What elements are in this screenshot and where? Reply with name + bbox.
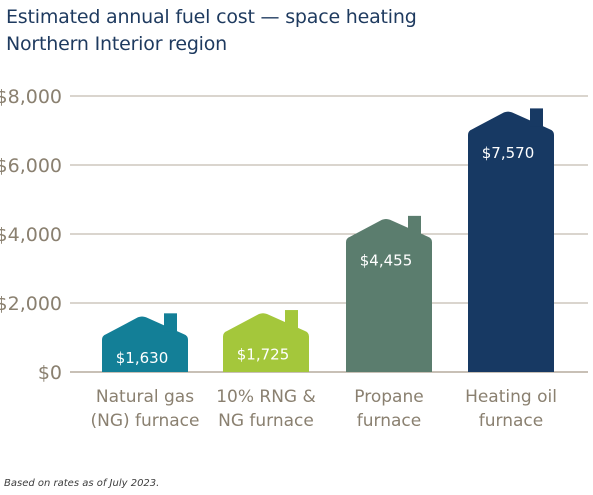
bar [468, 111, 554, 373]
bar-chimney [285, 310, 298, 329]
bar-chimney [164, 313, 177, 332]
y-tick-label: $0 [38, 362, 62, 384]
y-tick-label: $8,000 [0, 86, 62, 108]
category-label: furnace [357, 411, 421, 431]
footnote: Based on rates as of July 2023. [4, 478, 160, 489]
category-label: 10% RNG & [216, 387, 316, 407]
category-label: NG furnace [218, 411, 314, 431]
category-label: furnace [479, 411, 543, 431]
category-label: (NG) furnace [90, 411, 199, 431]
y-tick-label: $4,000 [0, 224, 62, 246]
category-label: Natural gas [96, 387, 194, 407]
bar-chart: $0 $2,000 $4,000 $6,000 $8,000 $1,630 Natural … [0, 86, 588, 431]
data-label: $4,455 [360, 251, 413, 269]
data-label: $1,725 [237, 345, 290, 363]
category-label: Propane [354, 387, 423, 407]
chart-title-block: Estimated annual fuel cost — space heati… [6, 4, 417, 58]
y-tick-label: $2,000 [0, 293, 62, 315]
data-label: $7,570 [482, 144, 535, 162]
data-label: $1,630 [116, 349, 169, 367]
bar [346, 219, 432, 372]
category-label: Heating oil [465, 387, 557, 407]
chart-subtitle: Northern Interior region [6, 33, 228, 55]
chart-title: Estimated annual fuel cost — space heati… [6, 6, 417, 28]
bar-chimney [530, 108, 543, 127]
y-tick-label: $6,000 [0, 155, 62, 177]
bar-chimney [408, 215, 421, 234]
